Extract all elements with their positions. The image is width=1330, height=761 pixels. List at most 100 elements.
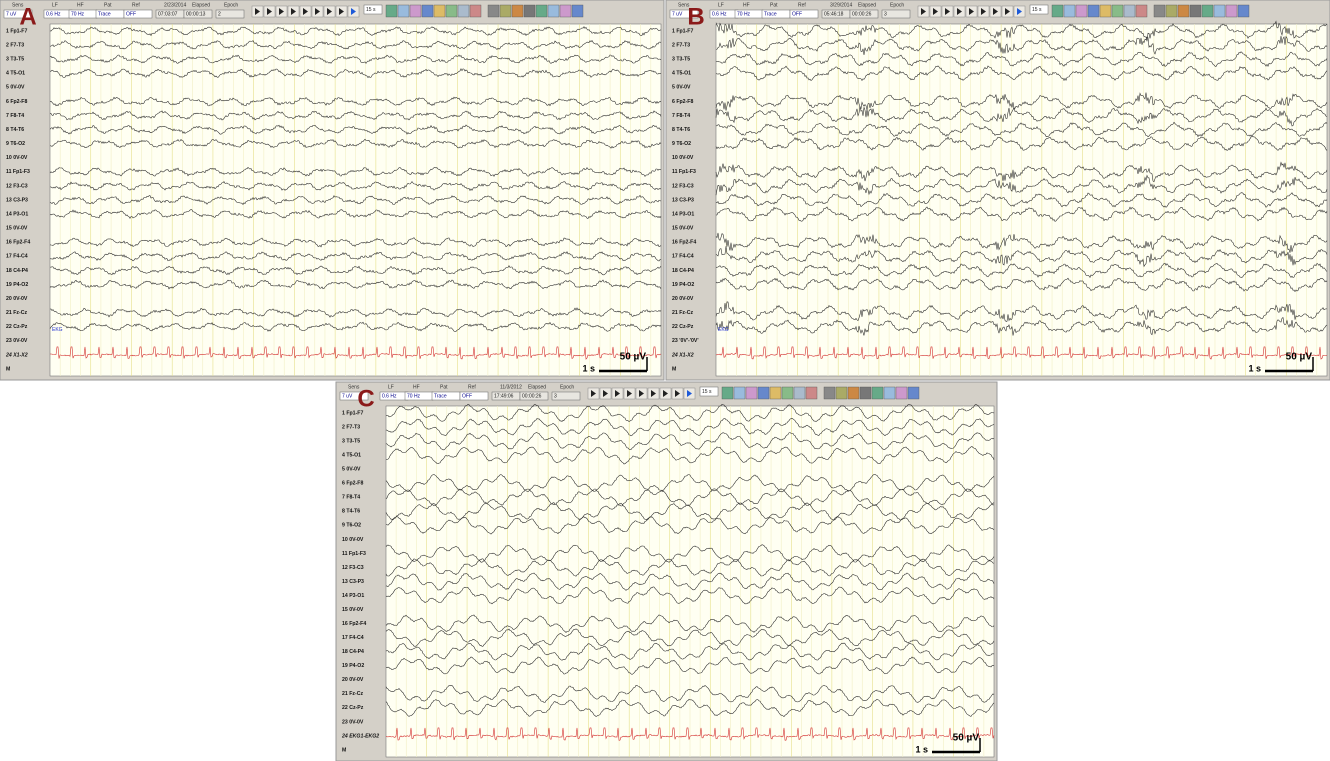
toolbar-header: Elapsed (192, 2, 210, 8)
tool-icon (560, 5, 571, 17)
channel-label: 8 T4-T6 (672, 127, 690, 133)
channel-label: 13 C3-P3 (6, 197, 28, 203)
channel-label: 23 '0V'-'0V' (672, 338, 699, 344)
channel-label: 16 Fp2-F4 (6, 240, 30, 246)
toolbar-value: 3 (884, 11, 887, 17)
tool-icon (410, 5, 421, 17)
tool-icon (524, 5, 535, 17)
toolbar-value: Trace (764, 11, 777, 17)
toolbar-value: 2 (218, 11, 221, 17)
channel-label: 17 F4-C4 (672, 254, 694, 260)
toolbar-header: HF (77, 2, 84, 8)
tool-icon (1226, 5, 1237, 17)
channel-label: 8 T4-T6 (342, 509, 360, 515)
channel-label: 18 C4-P4 (342, 649, 364, 655)
channel-label: 12 F3-C3 (342, 565, 364, 571)
channel-label: 2 F7-T3 (672, 42, 690, 48)
toolbar-value: 70 Hz (407, 393, 421, 399)
channel-label: 20 0V-0V (672, 296, 694, 302)
tool-icon (758, 387, 769, 399)
channel-label: M (6, 366, 10, 372)
speed-value: 15 s (1032, 7, 1042, 13)
channel-label: 2 F7-T3 (342, 424, 360, 430)
channel-label: 22 Cz-Pz (6, 324, 28, 330)
toolbar-header: Ref (132, 2, 140, 8)
tool-icon (848, 387, 859, 399)
channel-label: 21 Fz-Cz (672, 310, 693, 316)
channel-label: 15 0V-0V (672, 226, 694, 232)
channel-label: 4 T5-O1 (342, 453, 361, 459)
channel-label: 7 F8-T4 (6, 113, 24, 119)
amp-scale-label: 50 µV (1286, 352, 1313, 363)
channel-label: 14 P3-O1 (342, 593, 364, 599)
panel-letter: A (19, 3, 36, 30)
toolbar-header: Elapsed (528, 384, 546, 390)
channel-label: 5 0V-0V (342, 467, 361, 473)
channel-label: 2 F7-T3 (6, 42, 24, 48)
tool-icon (1136, 5, 1147, 17)
eeg-panel: SensLFHFPatRef2/23/2014ElapsedEpoch7 uV0… (0, 0, 664, 380)
toolbar-header: Pat (770, 2, 778, 8)
toolbar-value: 00:00:26 (522, 393, 542, 399)
tool-icon (512, 5, 523, 17)
channel-label: 14 P3-O1 (6, 211, 28, 217)
toolbar-value: 7 uV (342, 393, 353, 399)
tool-icon (1238, 5, 1249, 17)
channel-label: 4 T5-O1 (672, 71, 691, 77)
channel-label: 16 Fp2-F4 (672, 240, 696, 246)
toolbar-header: Elapsed (858, 2, 876, 8)
toolbar-header: LF (718, 2, 724, 8)
toolbar-header: Pat (440, 384, 448, 390)
toolbar-value: 00:00:26 (852, 11, 872, 17)
speed-value: 15 s (366, 7, 376, 13)
amp-scale-label: 50 µV (620, 352, 647, 363)
channel-label: 18 C4-P4 (6, 268, 28, 274)
tool-icon (488, 5, 499, 17)
channel-label: 11 Fp1-F3 (672, 169, 696, 175)
tool-icon (1214, 5, 1225, 17)
tool-icon (1178, 5, 1189, 17)
toolbar-value: 70 Hz (71, 11, 85, 17)
channel-label: 3 T3-T5 (6, 57, 24, 63)
channel-label: 24 X1-X2 (5, 352, 28, 358)
time-scale-label: 1 s (1248, 363, 1261, 373)
toolbar-value: 17:49:06 (494, 393, 514, 399)
channel-label: 17 F4-C4 (6, 254, 28, 260)
toolbar-value: 05:46:18 (824, 11, 844, 17)
toolbar-header: Ref (798, 2, 806, 8)
tool-icon (806, 387, 817, 399)
channel-label: 19 P4-O2 (342, 663, 364, 669)
toolbar-value: 3 (554, 393, 557, 399)
channel-label: 4 T5-O1 (6, 71, 25, 77)
channel-label: 9 T6-O2 (342, 523, 361, 529)
tool-icon (884, 387, 895, 399)
channel-label: 22 Cz-Pz (672, 324, 694, 330)
tool-icon (1112, 5, 1123, 17)
channel-label: 9 T6-O2 (672, 141, 691, 147)
toolbar-header: 3/29/2014 (830, 2, 852, 8)
tool-icon (434, 5, 445, 17)
toolbar-header: HF (413, 384, 420, 390)
tool-icon (398, 5, 409, 17)
channel-label: 24 X1-X2 (671, 352, 694, 358)
channel-label: 19 P4-O2 (6, 282, 28, 288)
channel-label: 19 P4-O2 (672, 282, 694, 288)
channel-label: 13 C3-P3 (342, 579, 364, 585)
channel-label: 20 0V-0V (6, 296, 28, 302)
channel-label: 21 Fz-Cz (6, 310, 27, 316)
channel-label: 9 T6-O2 (6, 141, 25, 147)
tool-icon (1100, 5, 1111, 17)
channel-label: 3 T3-T5 (342, 438, 360, 444)
channel-label: 10 0V-0V (6, 155, 28, 161)
tool-icon (836, 387, 847, 399)
channel-label: 12 F3-C3 (672, 183, 694, 189)
tool-icon (1202, 5, 1213, 17)
toolbar-value: 00:00:13 (186, 11, 206, 17)
tool-icon (422, 5, 433, 17)
time-scale-label: 1 s (582, 363, 595, 373)
channel-label: 15 0V-0V (342, 607, 364, 613)
channel-label: 6 Fp2-F8 (342, 481, 363, 487)
channel-label: 16 Fp2-F4 (342, 621, 366, 627)
toolbar-header: 2/23/2014 (164, 2, 186, 8)
